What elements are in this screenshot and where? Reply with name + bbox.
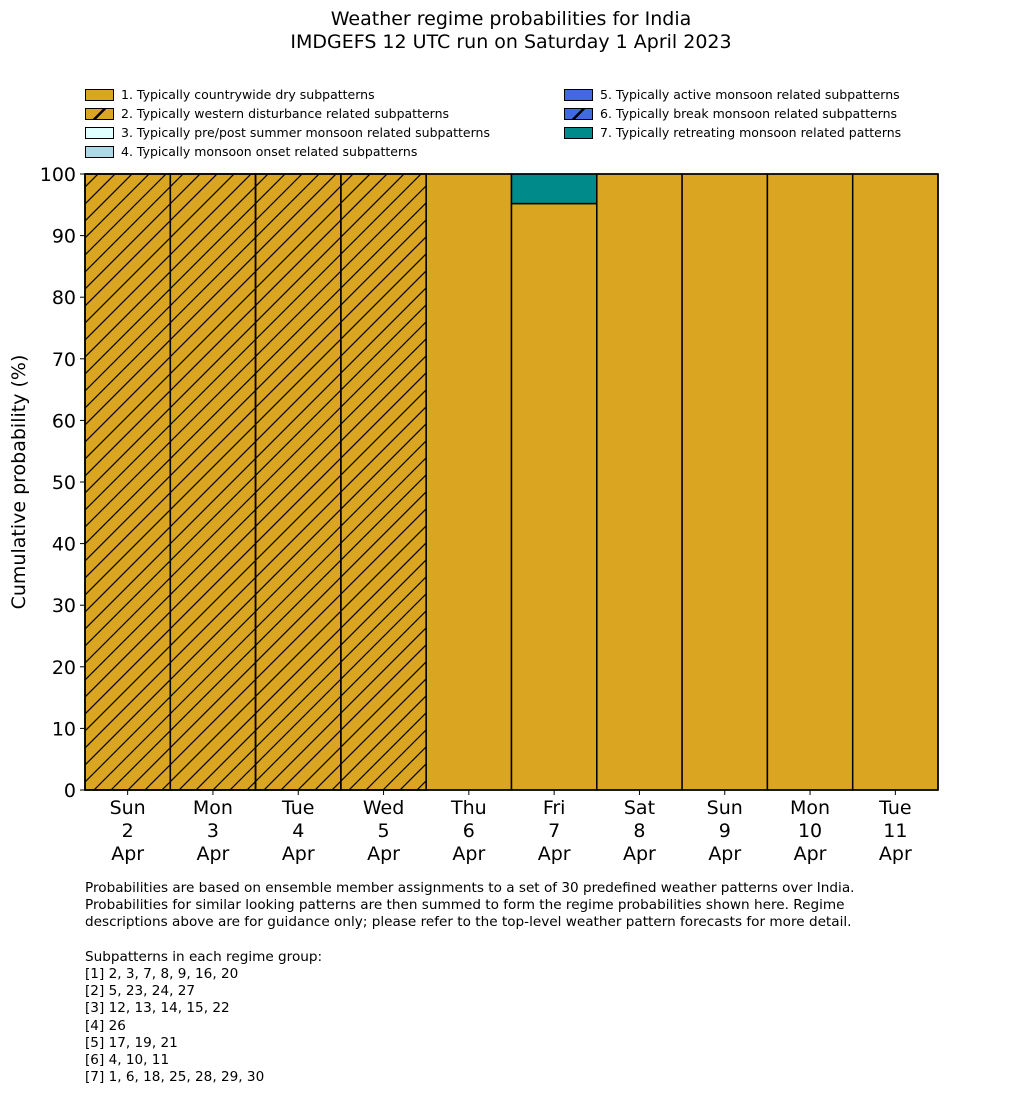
note-line: Probabilities are based on ensemble memb… (85, 880, 855, 896)
note-line: [2] 5, 23, 24, 27 (85, 983, 196, 1000)
y-tick-label: 100 (40, 164, 76, 186)
legend-swatch (85, 145, 114, 158)
x-tick-label: 10 (798, 820, 822, 842)
y-tick-label: 0 (64, 780, 76, 802)
bar-segment (510, 173, 598, 205)
x-tick-label: 8 (633, 820, 645, 842)
note-line: Subpatterns in each regime group: (85, 948, 323, 965)
y-tick-label: 90 (52, 226, 76, 248)
y-tick-label: 60 (52, 410, 76, 432)
note-line: [4] 26 (85, 1017, 126, 1034)
legend-swatch (564, 126, 593, 139)
legend-swatch (564, 107, 593, 120)
x-tick-label: 6 (463, 820, 475, 842)
bar-hatch (169, 173, 257, 791)
bar-hatch (340, 173, 427, 791)
x-tick-label: Apr (623, 843, 656, 865)
chart: Sun2AprMon3AprTue4AprWed5AprThu6AprFri7A… (8, 164, 939, 865)
x-tick-label: Tue (281, 797, 314, 819)
x-tick-label: Fri (543, 797, 566, 819)
notes: Probabilities are based on ensemble memb… (85, 880, 854, 1086)
legend-label: 7. Typically retreating monsoon related … (600, 125, 902, 140)
chart-subtitle: IMDGEFS 12 UTC run on Saturday 1 April 2… (290, 31, 732, 53)
y-tick-label: 80 (52, 287, 76, 309)
x-tick-label: Apr (708, 843, 741, 865)
x-tick-label: Sun (707, 797, 743, 819)
legend-item: 5. Typically active monsoon related subp… (564, 85, 901, 104)
y-tick-label: 40 (52, 534, 76, 556)
x-tick-label: Apr (197, 843, 230, 865)
legend-label: 3. Typically pre/post summer monsoon rel… (121, 125, 490, 140)
x-tick-label: 7 (548, 820, 560, 842)
note-line: [3] 12, 13, 14, 15, 22 (85, 1000, 230, 1017)
bar-segment (425, 173, 513, 791)
bar-segment (681, 173, 769, 791)
legend-swatch (564, 88, 593, 101)
x-tick-label: 11 (883, 820, 907, 842)
y-tick-label: 50 (52, 472, 76, 494)
legend-item: 2. Typically western disturbance related… (85, 104, 490, 123)
legend-item: 4. Typically monsoon onset related subpa… (85, 142, 490, 161)
legend-item: 3. Typically pre/post summer monsoon rel… (85, 123, 490, 142)
note-line (85, 932, 854, 949)
legend-item: 7. Typically retreating monsoon related … (564, 123, 901, 142)
note-line: [1] 2, 3, 7, 8, 9, 16, 20 (85, 966, 239, 983)
x-tick-label: Sun (110, 797, 146, 819)
x-tick-label: Wed (363, 797, 404, 819)
bar-hatch (254, 173, 342, 791)
legend-label: 5. Typically active monsoon related subp… (600, 87, 900, 102)
y-tick-label: 30 (52, 595, 76, 617)
x-tick-label: 4 (292, 820, 304, 842)
x-tick-label: Apr (879, 843, 912, 865)
legend-label: 4. Typically monsoon onset related subpa… (121, 144, 418, 159)
x-tick-label: Apr (538, 843, 571, 865)
note-line: descriptions above are for guidance only… (85, 914, 852, 931)
x-tick-label: Apr (111, 843, 144, 865)
x-tick-label: Sat (624, 797, 655, 819)
legend-item: 1. Typically countrywide dry subpatterns (85, 85, 490, 104)
legend-swatch (85, 126, 114, 139)
note-line: [7] 1, 6, 18, 25, 28, 29, 30 (85, 1069, 265, 1086)
x-tick-label: Tue (878, 797, 911, 819)
legend-label: 2. Typically western disturbance related… (121, 106, 450, 121)
bar-segment (851, 173, 939, 791)
legend-label: 6. Typically break monsoon related subpa… (600, 106, 898, 121)
y-tick-label: 70 (52, 349, 76, 371)
x-tick-label: Apr (282, 843, 315, 865)
x-tick-label: 2 (122, 820, 134, 842)
note-line: [6] 4, 10, 11 (85, 1052, 170, 1069)
x-tick-label: Apr (367, 843, 400, 865)
bar-segment (766, 173, 854, 791)
chart-title: Weather regime probabilities for India (330, 8, 692, 30)
x-tick-label: Apr (452, 843, 485, 865)
legend-swatch (85, 88, 114, 101)
y-tick-label: 10 (52, 718, 76, 740)
note-line: Probabilities for similar looking patter… (85, 897, 845, 914)
legend-label: 1. Typically countrywide dry subpatterns (121, 87, 375, 102)
y-axis-label: Cumulative probability (%) (8, 355, 30, 610)
bar-hatch (84, 173, 172, 791)
x-tick-label: 9 (719, 820, 731, 842)
note-line: [5] 17, 19, 21 (85, 1034, 178, 1051)
x-tick-label: Mon (193, 797, 233, 819)
bar-segment (596, 173, 683, 791)
x-tick-label: Thu (450, 797, 487, 819)
x-tick-label: Mon (790, 797, 830, 819)
bar-segment (510, 202, 598, 791)
legend-left: 1. Typically countrywide dry subpatterns… (85, 85, 490, 161)
legend-right: 5. Typically active monsoon related subp… (564, 85, 901, 142)
x-tick-label: 5 (378, 820, 390, 842)
x-tick-label: 3 (207, 820, 219, 842)
y-tick-label: 20 (52, 657, 76, 679)
x-tick-label: Apr (794, 843, 827, 865)
legend-item: 6. Typically break monsoon related subpa… (564, 104, 901, 123)
legend-swatch (85, 107, 114, 120)
